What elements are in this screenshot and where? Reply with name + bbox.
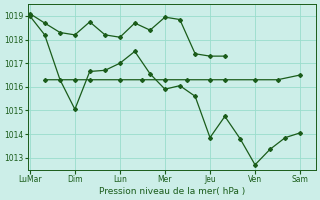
X-axis label: Pression niveau de la mer( hPa ): Pression niveau de la mer( hPa ) <box>99 187 245 196</box>
